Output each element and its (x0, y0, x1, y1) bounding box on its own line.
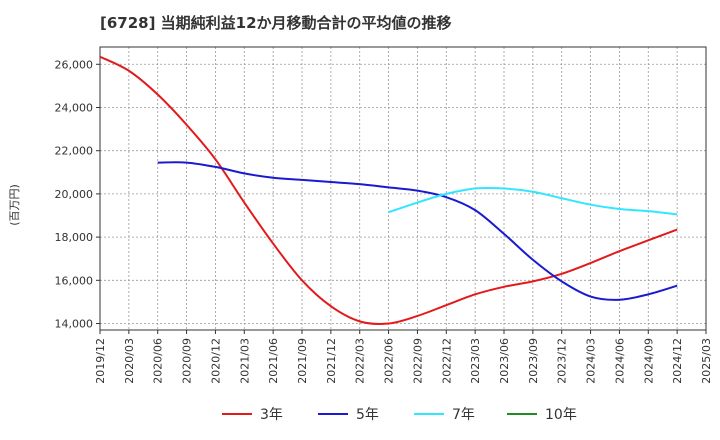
x-tick-label: 2021/03 (238, 338, 251, 384)
x-tick-label: 2023/06 (498, 338, 511, 384)
x-tick-label: 2022/09 (411, 338, 424, 384)
x-tick-label: 2021/12 (325, 338, 338, 384)
y-axis: 14,000 16,000 18,000 20,000 22,000 24,000 26,0… (55, 58, 100, 331)
x-tick-label: 2024/06 (613, 338, 626, 384)
x-tick-label: 2024/09 (642, 338, 655, 384)
x-tick-label: 2024/12 (671, 338, 684, 384)
x-tick-label: 2020/09 (181, 338, 194, 384)
x-tick-label: 2022/06 (383, 338, 396, 384)
chart-title: [6728] 当期純利益12か月移動合計の平均値の推移 (100, 14, 452, 32)
y-axis-label: (百万円) (8, 184, 21, 226)
legend-label: 3年 (260, 407, 283, 423)
x-tick-label: 2022/12 (440, 338, 453, 384)
x-tick-label: 2020/03 (123, 338, 136, 384)
x-tick-label: 2019/12 (94, 338, 107, 384)
series-lines (99, 55, 678, 325)
legend-label: 5年 (356, 407, 379, 423)
x-axis: 2019/12 2020/03 2020/06 2020/09 2020/12 2021/… (94, 330, 713, 384)
x-tick-label: 2020/12 (209, 338, 222, 384)
y-tick-label: 20,000 (55, 188, 94, 201)
series-line (388, 186, 678, 216)
x-tick-label: 2021/09 (296, 338, 309, 384)
y-tick-label: 16,000 (55, 274, 94, 287)
x-tick-label: 2020/06 (152, 338, 165, 384)
x-tick-label: 2023/12 (556, 338, 569, 384)
x-tick-label: 2023/03 (469, 338, 482, 384)
legend-label: 7年 (452, 407, 475, 423)
plot-area (99, 46, 707, 331)
x-tick-label: 2023/09 (527, 338, 540, 384)
y-tick-label: 14,000 (55, 318, 94, 331)
series-line (99, 55, 678, 325)
y-tick-label: 18,000 (55, 231, 94, 244)
series-line (157, 161, 678, 301)
legend: 3年 5年 7年 10年 (222, 407, 577, 423)
legend-label: 10年 (545, 407, 577, 423)
x-tick-label: 2025/03 (700, 338, 713, 384)
y-tick-label: 26,000 (55, 58, 94, 71)
x-tick-label: 2024/03 (585, 338, 598, 384)
y-tick-label: 22,000 (55, 145, 94, 158)
x-tick-label: 2022/03 (354, 338, 367, 384)
y-tick-label: 24,000 (55, 101, 94, 114)
x-tick-label: 2021/06 (267, 338, 280, 384)
